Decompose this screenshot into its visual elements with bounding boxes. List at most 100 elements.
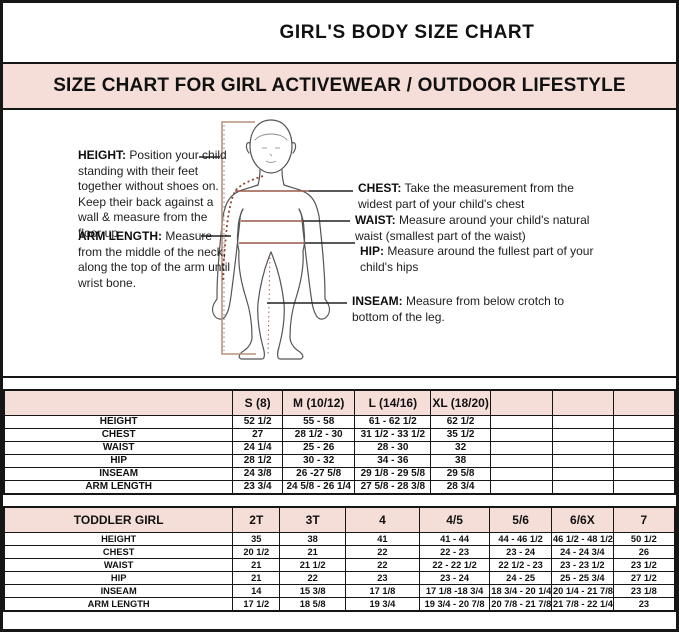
- table-cell: 34 - 36: [354, 453, 432, 468]
- banner-heading: SIZE CHART FOR GIRL ACTIVEWEAR / OUTDOOR…: [3, 64, 676, 110]
- child-figure-illustration: [199, 119, 355, 360]
- header-cell-4-5: 4/5: [418, 506, 491, 533]
- table-row-hip: HIP 21 22 23 23 - 24 24 - 25 25 - 25 3/4…: [3, 571, 676, 585]
- table-cell: 23 1/8: [612, 584, 676, 598]
- spacer: [3, 494, 676, 506]
- annotation-chest: CHEST: Take the measurement from the wid…: [358, 181, 593, 212]
- table-cell: [551, 427, 615, 442]
- header-cell-7: 7: [612, 506, 676, 533]
- table-cell: [551, 440, 615, 455]
- table-cell: 46 1/2 - 48 1/2: [551, 532, 614, 546]
- table-cell: 23: [612, 597, 676, 612]
- header-cell-xl: XL (18/20): [430, 389, 491, 416]
- table-cell: 15 3/8: [279, 584, 347, 598]
- annotation-height-label: HEIGHT:: [78, 148, 126, 162]
- table-cell: [613, 466, 676, 481]
- annotation-inseam-label: INSEAM:: [352, 294, 403, 308]
- table-cell: 31 1/2 - 33 1/2: [354, 427, 432, 442]
- row-label: HEIGHT: [3, 532, 234, 546]
- header-cell-toddler-girl: TODDLER GIRL: [3, 506, 234, 533]
- table-cell: 41 - 44: [418, 532, 491, 546]
- table-cell: [613, 453, 676, 468]
- table-cell: [489, 479, 553, 494]
- table-cell: 21 1/2: [279, 558, 347, 572]
- row-label: WAIST: [3, 558, 234, 572]
- row-label: CHEST: [3, 427, 234, 442]
- table-cell: 28 1/2: [232, 453, 283, 468]
- annotation-height-text: Position your child standing with their …: [78, 148, 227, 240]
- table-cell: 21: [232, 558, 281, 572]
- table-cell: [489, 414, 553, 429]
- row-label: CHEST: [3, 545, 234, 559]
- annotation-hip: HIP: Measure around the fullest part of …: [360, 244, 595, 275]
- table-cell: 22: [345, 558, 420, 572]
- measurement-diagram: HEIGHT: Position your child standing wit…: [3, 110, 676, 378]
- header-cell-4: 4: [345, 506, 420, 533]
- annotation-height: HEIGHT: Position your child standing wit…: [78, 148, 230, 241]
- table-cell: 22 - 23: [418, 545, 491, 559]
- header-cell-3t: 3T: [279, 506, 347, 533]
- table-cell: 24 1/4: [232, 440, 283, 455]
- annotation-waist-label: WAIST:: [355, 213, 396, 227]
- table-cell: 35: [232, 532, 281, 546]
- table-cell: [551, 414, 615, 429]
- annotation-chest-text: Take the measurement from the widest par…: [358, 181, 574, 211]
- table-cell: 26 -27 5/8: [281, 466, 356, 481]
- table-cell: 24 5/8 - 26 1/4: [281, 479, 356, 494]
- table-row-waist: WAIST 21 21 1/2 22 22 - 22 1/2 22 1/2 - …: [3, 558, 676, 572]
- table-cell: 24 - 24 3/4: [551, 545, 614, 559]
- body-measure-lines: [235, 190, 309, 244]
- table-row-height: HEIGHT 52 1/2 55 - 58 61 - 62 1/2 62 1/2: [3, 414, 676, 429]
- arm-length-dotted-line: [222, 175, 264, 283]
- girl-size-header-row: S (8) M (10/12) L (14/16) XL (18/20): [3, 389, 676, 416]
- table-cell: 38: [430, 453, 491, 468]
- table-row-chest: CHEST 20 1/2 21 22 22 - 23 23 - 24 24 - …: [3, 545, 676, 559]
- table-cell: 50 1/2: [612, 532, 676, 546]
- annotation-inseam-text: Measure from below crotch to bottom of t…: [352, 294, 565, 324]
- header-cell-5-6: 5/6: [489, 506, 552, 533]
- table-cell: [489, 453, 553, 468]
- header-cell-empty: [489, 389, 553, 416]
- table-cell: [613, 440, 676, 455]
- table-cell: 55 - 58: [281, 414, 356, 429]
- header-cell-empty: [551, 389, 615, 416]
- table-row-inseam: INSEAM 24 3/8 26 -27 5/8 29 1/8 - 29 5/8…: [3, 466, 676, 481]
- table-cell: 41: [345, 532, 420, 546]
- table-cell: 62 1/2: [430, 414, 491, 429]
- table-row-arm-length: ARM LENGTH 23 3/4 24 5/8 - 26 1/4 27 5/8…: [3, 479, 676, 494]
- annotation-inseam: INSEAM: Measure from below crotch to bot…: [352, 294, 600, 325]
- annotation-arm-length: ARM LENGTH: Measure from the middle of t…: [78, 229, 238, 291]
- table-cell: 21: [279, 545, 347, 559]
- table-row-chest: CHEST 27 28 1/2 - 30 31 1/2 - 33 1/2 35 …: [3, 427, 676, 442]
- table-cell: 35 1/2: [430, 427, 491, 442]
- annotation-arm-length-label: ARM LENGTH:: [78, 229, 162, 243]
- row-label: HIP: [3, 571, 234, 585]
- page-title: GIRL'S BODY SIZE CHART: [279, 21, 535, 43]
- table-cell: 21: [232, 571, 281, 585]
- table-cell: [489, 440, 553, 455]
- header-cell-m: M (10/12): [281, 389, 356, 416]
- table-cell: [551, 453, 615, 468]
- bottom-margin: [3, 612, 676, 629]
- inseam-dotted-line: [267, 252, 271, 356]
- table-cell: 32: [430, 440, 491, 455]
- annotation-waist-text: Measure around your child's natural wais…: [355, 213, 590, 243]
- table-cell: 61 - 62 1/2: [354, 414, 432, 429]
- table-cell: 21 7/8 - 22 1/4: [551, 597, 614, 612]
- table-cell: 24 3/8: [232, 466, 283, 481]
- table-cell: 20 7/8 - 21 7/8: [489, 597, 552, 612]
- annotation-connectors: [199, 156, 355, 304]
- table-cell: 29 1/8 - 29 5/8: [354, 466, 432, 481]
- table-cell: 23 1/2: [612, 558, 676, 572]
- table-cell: 19 3/4: [345, 597, 420, 612]
- table-cell: 20 1/4 - 21 7/8: [551, 584, 614, 598]
- table-cell: 24 - 25: [489, 571, 552, 585]
- toddler-size-table: TODDLER GIRL 2T 3T 4 4/5 5/6 6/6X 7 HEIG…: [3, 505, 676, 612]
- table-cell: 14: [232, 584, 281, 598]
- table-row-arm-length: ARM LENGTH 17 1/2 18 5/8 19 3/4 19 3/4 -…: [3, 597, 676, 612]
- face-detail: [262, 147, 280, 163]
- title-box: GIRL'S BODY SIZE CHART: [3, 3, 676, 64]
- table-cell: 18 5/8: [279, 597, 347, 612]
- table-cell: 17 1/2: [232, 597, 281, 612]
